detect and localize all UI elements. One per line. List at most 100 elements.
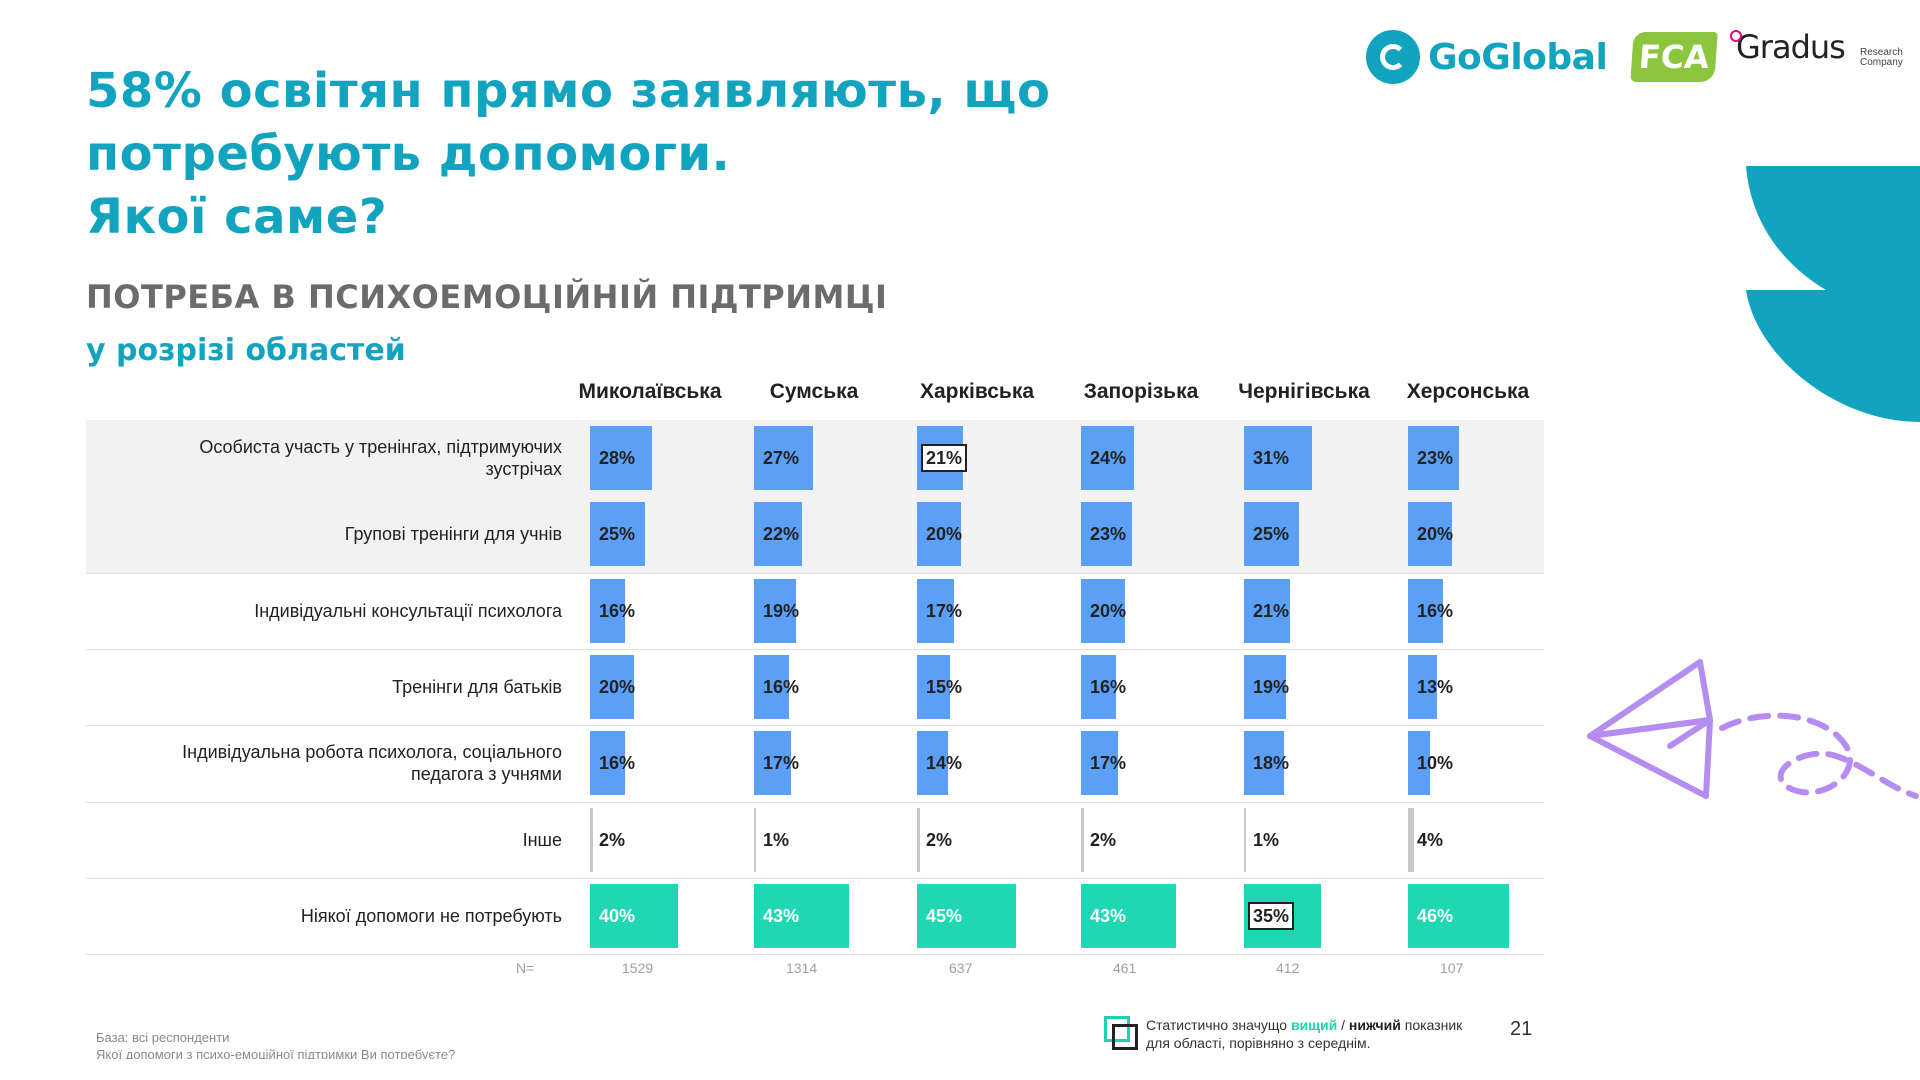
data-label: 20% xyxy=(1417,524,1454,545)
bar xyxy=(1408,883,1510,948)
bar xyxy=(590,426,652,491)
row-label-text: Групові тренінги для учнів xyxy=(345,523,562,545)
data-label: 24% xyxy=(1090,448,1127,469)
row-label-text: Індивідуальні консультації психолога xyxy=(254,600,562,622)
data-label: 18% xyxy=(1253,753,1290,774)
data-label: 43% xyxy=(1090,905,1127,926)
legend-text-before: Статистично значущо xyxy=(1146,1017,1291,1033)
data-label: 16% xyxy=(1090,677,1127,698)
data-label: 19% xyxy=(1253,677,1290,698)
sample-size: 412 xyxy=(1276,960,1300,976)
data-label: 25% xyxy=(1253,524,1290,545)
data-label: 16% xyxy=(599,753,636,774)
sample-size: 107 xyxy=(1440,960,1464,976)
bar xyxy=(1081,655,1117,720)
bar xyxy=(590,883,678,948)
data-label: 27% xyxy=(763,448,800,469)
bar xyxy=(1244,502,1299,567)
data-label: 22% xyxy=(763,524,800,545)
section-subtitle: у розрізі областей xyxy=(86,333,406,368)
row-label: Тренінги для батьків xyxy=(86,649,562,725)
slide-title-line: 58% освітян прямо заявляють, що xyxy=(86,63,1051,119)
bar xyxy=(590,578,626,643)
row-label: Індивідуальні консультації психолога xyxy=(86,573,562,649)
bar xyxy=(590,807,593,872)
bar xyxy=(1081,883,1176,948)
region-header: Чернігівська xyxy=(1238,380,1370,403)
row-label-text: Ніякої допомоги не потребують xyxy=(301,905,562,927)
bar xyxy=(917,502,961,567)
data-label: 17% xyxy=(763,753,800,774)
bar xyxy=(917,807,920,872)
gradus-logo: Gradus Research Company xyxy=(1730,28,1903,68)
row-label-line: Індивідуальні консультації психолога xyxy=(254,600,562,621)
data-label: 21% xyxy=(1253,600,1290,621)
data-label: 45% xyxy=(926,905,963,926)
row-label: Інше xyxy=(86,802,562,878)
legend-slash: / xyxy=(1337,1017,1349,1033)
bar xyxy=(917,731,948,796)
region-header: Херсонська xyxy=(1406,380,1530,403)
section-title: ПОТРЕБА В ПСИХОЕМОЦІЙНІЙ ПІДТРИМЦІ xyxy=(86,278,888,316)
legend-lower: нижчий xyxy=(1348,1017,1401,1033)
data-label: 10% xyxy=(1417,753,1454,774)
data-label: 13% xyxy=(1417,677,1454,698)
bar xyxy=(754,807,756,872)
bar xyxy=(754,731,792,796)
row-divider xyxy=(86,877,1544,879)
region-header: Харківська xyxy=(919,380,1035,403)
data-label: 17% xyxy=(926,600,963,621)
n-label: N= xyxy=(516,960,535,976)
bar xyxy=(754,883,849,948)
bar xyxy=(1244,731,1284,796)
sample-size: 637 xyxy=(949,960,973,976)
bar xyxy=(590,655,634,720)
bar xyxy=(754,426,814,491)
data-label: 19% xyxy=(763,600,800,621)
bar xyxy=(754,655,790,720)
bar xyxy=(1408,578,1444,643)
row-label-text: Індивідуальна робота психолога, соціальн… xyxy=(182,741,562,785)
data-label: 43% xyxy=(763,905,800,926)
data-label: 16% xyxy=(763,677,800,698)
data-label: 1% xyxy=(763,829,790,850)
row-label: Індивідуальна робота психолога, соціальн… xyxy=(86,725,562,801)
bar xyxy=(590,731,626,796)
row-divider xyxy=(86,801,1544,803)
row-divider xyxy=(86,954,1544,956)
gradus-logo-subtext-line: Research xyxy=(1860,47,1903,58)
data-label: 20% xyxy=(599,677,636,698)
row-label: Групові тренінги для учнів xyxy=(86,496,562,572)
row-divider xyxy=(86,648,1544,650)
data-label: 2% xyxy=(599,829,626,850)
sample-size: 1529 xyxy=(622,960,654,976)
data-label: 2% xyxy=(1090,829,1117,850)
row-label: Ніякої допомоги не потребують xyxy=(86,878,562,954)
gradus-logo-text: Gradus xyxy=(1736,28,1846,66)
row-label-line: Особиста участь у тренінгах, підтримуючи… xyxy=(199,437,562,458)
row-label-text: Тренінги для батьків xyxy=(392,676,562,698)
slide-title-line: Якої саме? xyxy=(86,189,388,245)
bar xyxy=(1081,731,1119,796)
data-label: 31% xyxy=(1253,448,1290,469)
region-header: Миколаївська xyxy=(578,380,722,403)
data-label: 14% xyxy=(926,753,963,774)
bar xyxy=(1081,807,1084,872)
paper-plane-icon xyxy=(1587,659,1919,799)
sample-size: 1314 xyxy=(786,960,818,976)
region-header: Сумська xyxy=(769,380,859,403)
bar xyxy=(1081,502,1132,567)
bar xyxy=(1244,655,1286,720)
data-label: 35% xyxy=(1248,901,1295,930)
goglobal-logo-icon xyxy=(1366,30,1420,84)
bar xyxy=(1408,502,1452,567)
data-label: 23% xyxy=(1090,524,1127,545)
slide-title-line: потребують допомоги. xyxy=(86,126,731,182)
row-label-line: Інше xyxy=(522,829,562,850)
page-number: 21 xyxy=(1510,1018,1533,1040)
significance-legend-icon xyxy=(1104,1016,1138,1050)
data-label: 4% xyxy=(1417,829,1444,850)
data-label: 20% xyxy=(1090,600,1127,621)
data-label: 23% xyxy=(1417,448,1454,469)
data-label: 25% xyxy=(599,524,636,545)
